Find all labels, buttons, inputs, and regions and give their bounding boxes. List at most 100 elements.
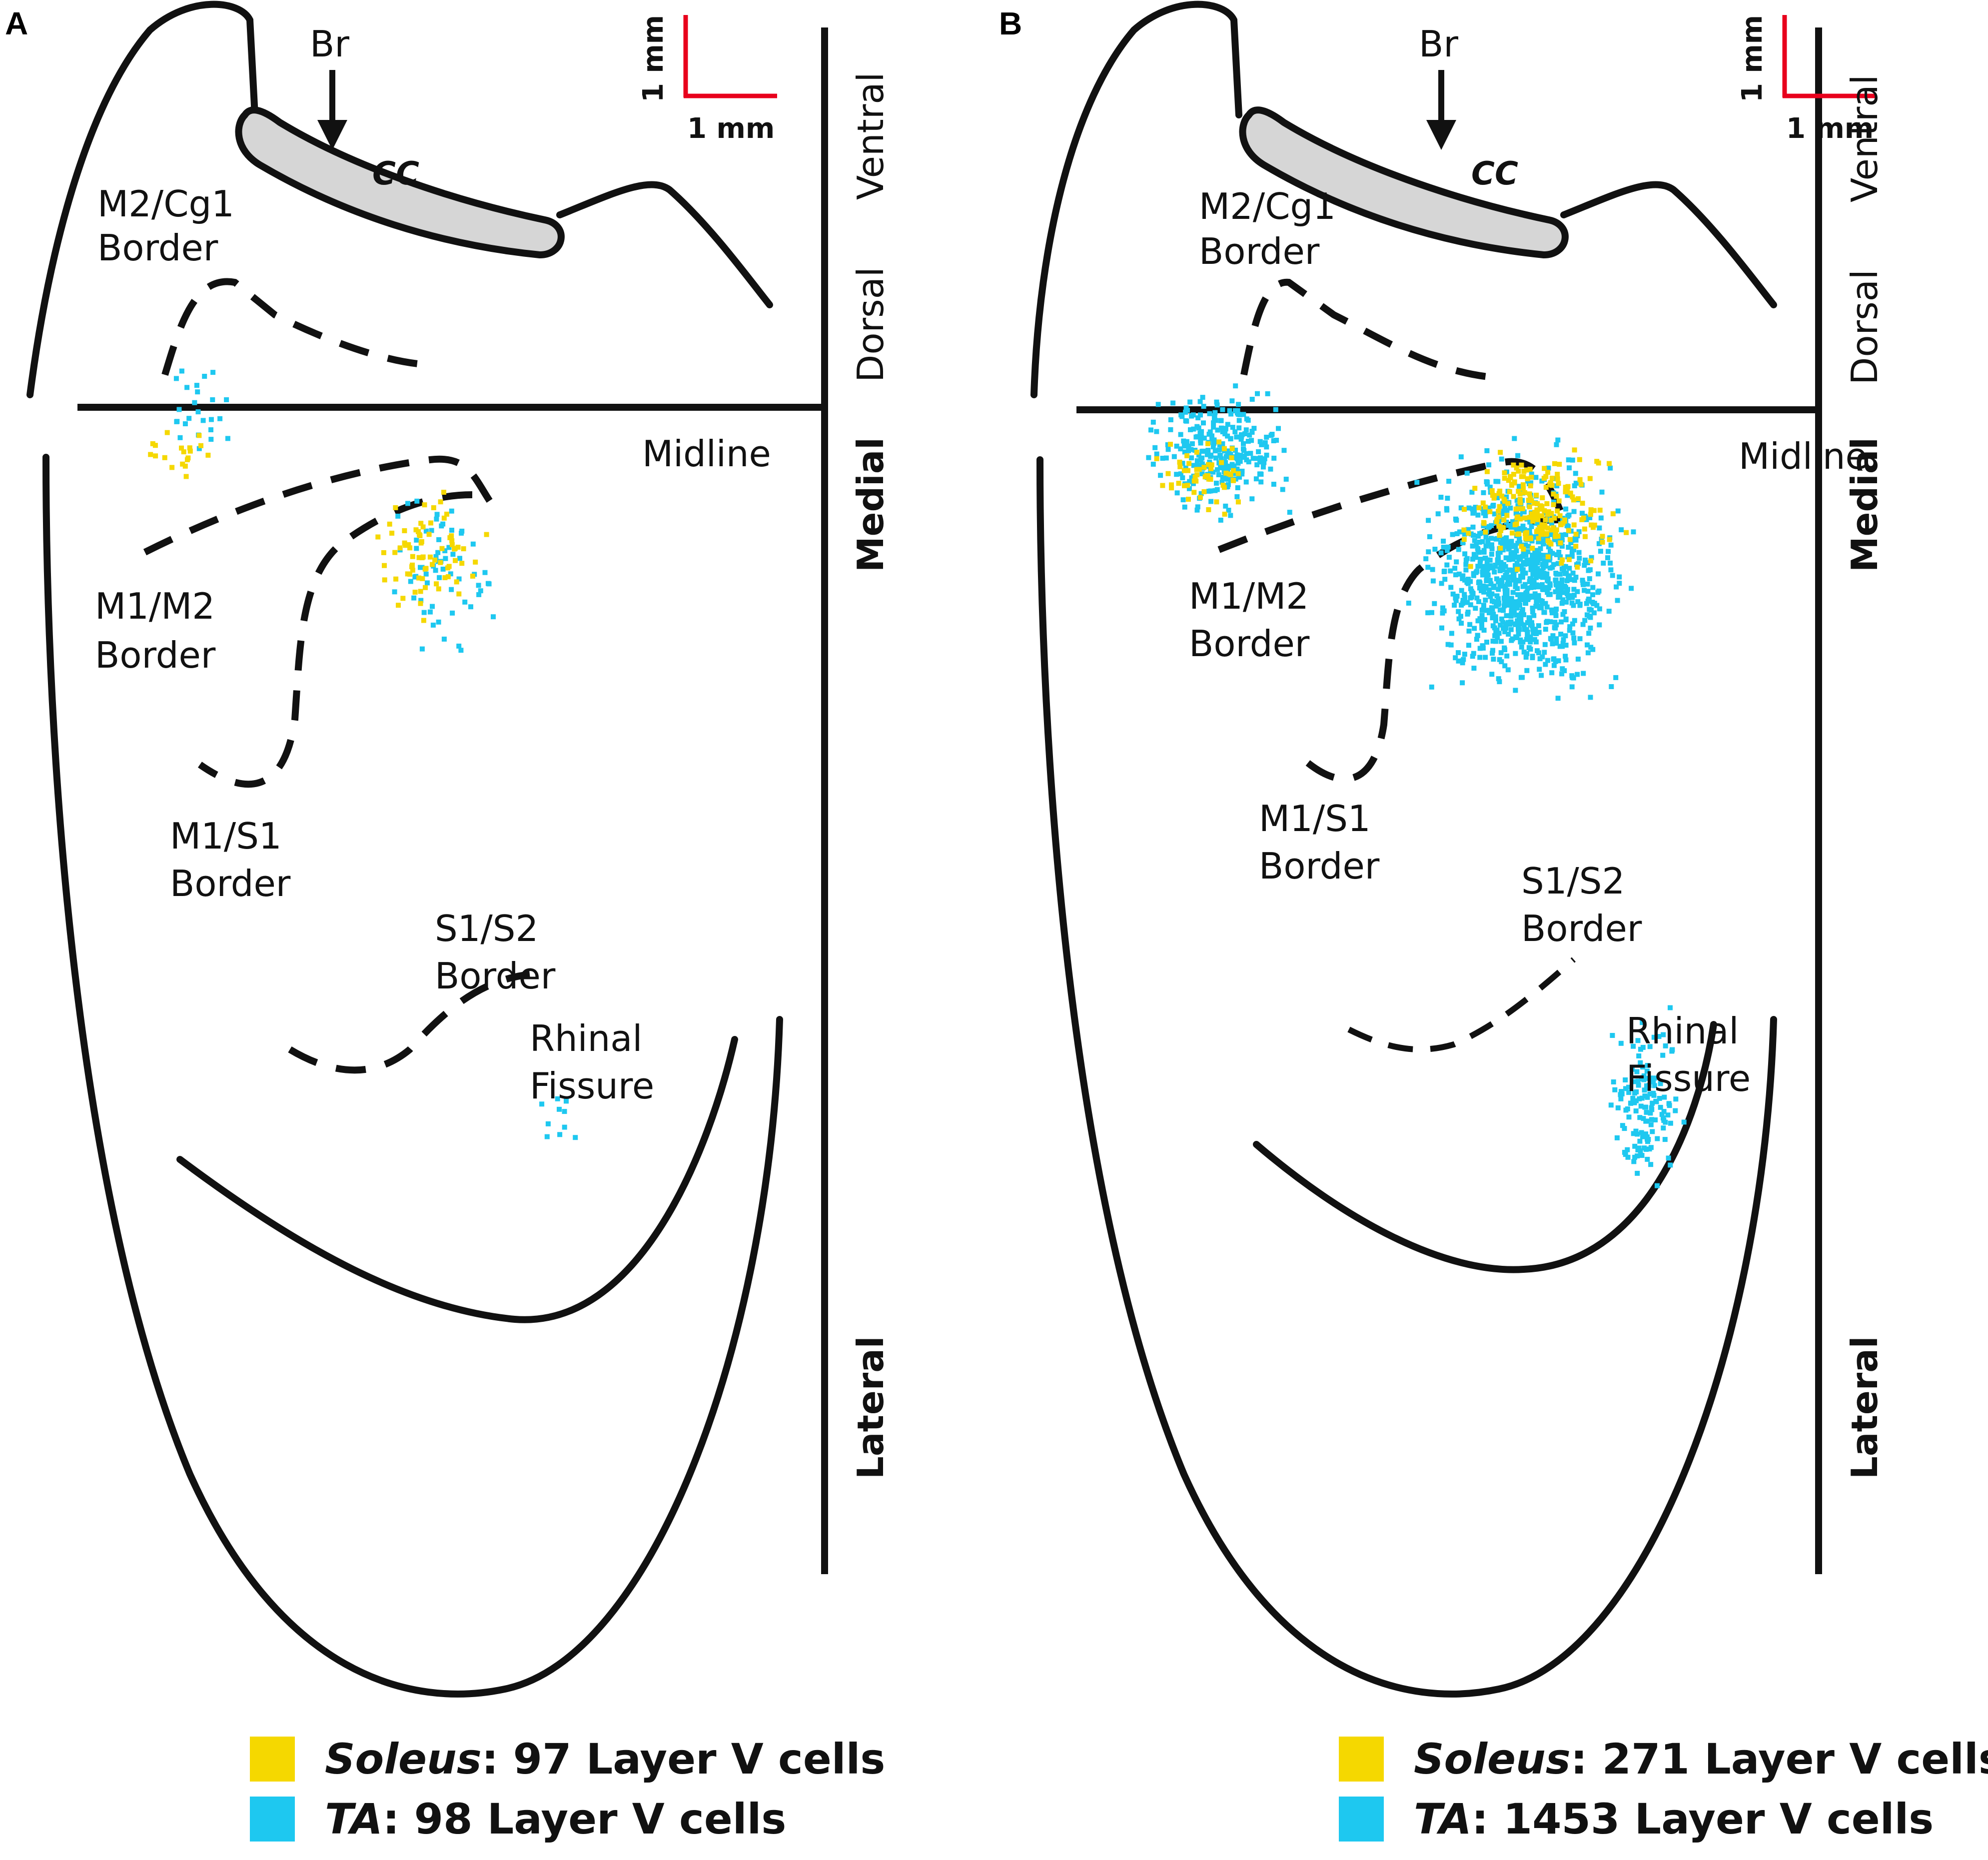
ta-cell-marker <box>1585 581 1590 587</box>
ta-cell-marker <box>1532 637 1537 642</box>
soleus-cell-marker <box>1502 470 1507 476</box>
ta-cell-marker <box>1640 1020 1645 1025</box>
soleus-cell-marker <box>1511 472 1516 477</box>
ta-cell-marker <box>1515 618 1520 624</box>
ta-cell-marker <box>1528 639 1533 645</box>
panel-b: B Br CC M2/Cg1 Border Midline M1/M2 Bord… <box>994 0 1988 1860</box>
ta-cell-marker <box>1470 543 1475 549</box>
soleus-cell-marker <box>1519 544 1524 549</box>
ta-cell-marker <box>1508 627 1514 632</box>
ta-cell-marker <box>1497 568 1503 574</box>
soleus-cell-marker <box>1521 486 1526 491</box>
ta-cell-marker <box>1515 540 1521 546</box>
ta-cell-marker <box>1459 602 1464 608</box>
ta-cell-marker <box>1554 582 1559 588</box>
soleus-cell-marker <box>1193 478 1199 484</box>
ta-cell-marker <box>1568 577 1574 582</box>
ta-cell-marker <box>1180 475 1185 481</box>
ta-cell-marker <box>1525 620 1530 625</box>
ta-cell-marker <box>1640 1064 1646 1070</box>
ta-cell-marker <box>1558 619 1564 625</box>
ta-cell-marker <box>1504 520 1509 525</box>
soleus-cell-marker <box>1481 520 1486 525</box>
ta-cell-marker <box>1575 672 1580 677</box>
ta-cell-marker <box>1586 568 1591 573</box>
soleus-cell-marker <box>445 574 451 580</box>
ta-cell-marker <box>1569 600 1575 606</box>
ta-cell-marker <box>1476 580 1481 585</box>
ta-cell-marker <box>1573 471 1578 476</box>
ta-cell-marker <box>1226 448 1232 454</box>
ta-cell-marker <box>1492 633 1498 639</box>
ta-cell-marker <box>430 622 436 628</box>
soleus-cell-marker <box>1524 467 1529 473</box>
soleus-cell-marker <box>1519 462 1524 468</box>
ta-cell-marker <box>1598 549 1603 554</box>
legend-item-soleus-b: Soleus: 271 Layer V cells <box>1339 1729 1988 1789</box>
ta-cell-marker <box>1623 1077 1628 1082</box>
ta-cell-marker <box>1572 640 1577 646</box>
soleus-cell-marker <box>1607 537 1612 542</box>
ta-cell-marker <box>1448 568 1453 574</box>
soleus-cell-marker <box>1506 478 1511 483</box>
ta-cell-marker <box>1500 536 1505 542</box>
ta-cell-marker <box>195 409 201 415</box>
soleus-cell-marker <box>1186 461 1192 466</box>
soleus-cell-marker <box>1559 560 1564 566</box>
ta-cell-marker <box>1549 670 1555 676</box>
ta-cell-marker <box>1481 510 1486 516</box>
soleus-cell-marker <box>420 524 426 530</box>
ta-cell-marker <box>1543 564 1549 569</box>
ta-cell-marker <box>468 604 473 610</box>
ta-cell-marker <box>1651 1079 1656 1084</box>
ta-cell-marker <box>1432 601 1437 606</box>
ta-cell-marker <box>1171 454 1177 459</box>
ta-cell-marker <box>1597 525 1602 531</box>
axis-medial-b: Medial <box>1844 437 1886 572</box>
ta-cell-marker <box>1182 449 1187 455</box>
ta-cell-marker <box>1257 471 1262 477</box>
ta-cell-marker <box>476 583 481 588</box>
ta-cell-marker <box>1541 540 1547 546</box>
ta-cell-marker <box>1154 429 1159 434</box>
ta-cell-marker <box>1625 1154 1631 1160</box>
ta-cell-marker <box>1545 578 1550 583</box>
ta-cell-marker <box>1523 570 1528 576</box>
ta-cell-marker <box>1647 1044 1653 1049</box>
ta-cell-marker <box>1521 549 1526 555</box>
soleus-cell-marker <box>1501 525 1506 530</box>
soleus-cell-marker <box>1491 495 1497 501</box>
ta-cell-marker <box>1504 594 1510 600</box>
soleus-cell-marker <box>1535 501 1540 506</box>
ta-cell-marker <box>1537 552 1543 558</box>
ta-cell-marker <box>1262 456 1267 462</box>
ta-cell-marker <box>1612 1087 1618 1092</box>
ta-cell-marker <box>1536 539 1541 545</box>
ta-cell-marker <box>1492 511 1497 517</box>
ta-cell-marker <box>1569 554 1575 559</box>
soleus-cell-marker <box>1540 523 1545 529</box>
soleus-cell-marker <box>1184 453 1190 458</box>
ta-cell-marker <box>1238 453 1243 458</box>
soleus-cell-marker <box>1230 478 1236 483</box>
ta-cell-marker <box>1538 603 1544 609</box>
ta-cell-marker <box>1452 566 1458 571</box>
ta-cell-marker <box>1648 1145 1654 1150</box>
soleus-cell-marker <box>1526 497 1531 503</box>
soleus-cell-marker <box>470 573 475 579</box>
ta-cell-marker <box>1459 588 1464 593</box>
ta-cell-marker <box>1251 426 1257 431</box>
soleus-cell-marker <box>1566 528 1571 533</box>
soleus-cell-marker <box>1527 466 1533 472</box>
cc-label-a: CC <box>372 155 419 192</box>
ta-cell-marker <box>459 530 464 536</box>
soleus-cell-marker <box>1576 496 1581 501</box>
ta-cell-marker <box>1225 467 1230 472</box>
ta-cell-marker <box>1249 496 1255 502</box>
soleus-cell-marker <box>484 532 489 537</box>
ta-cell-marker <box>449 528 454 533</box>
ta-cell-marker <box>1635 1038 1641 1043</box>
ta-cell-marker <box>1582 588 1587 593</box>
ta-cell-marker <box>1514 498 1520 503</box>
soleus-cell-marker <box>1196 467 1202 472</box>
